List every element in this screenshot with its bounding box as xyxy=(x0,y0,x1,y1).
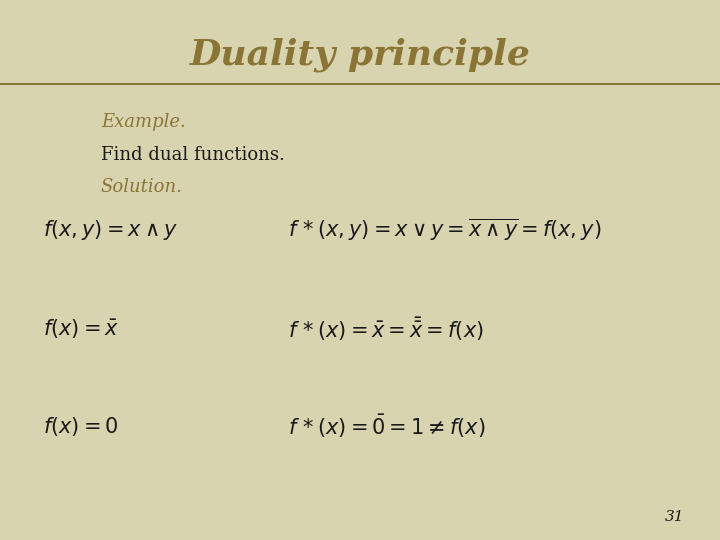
Text: $f(x) = 0$: $f(x) = 0$ xyxy=(43,415,119,438)
Text: 31: 31 xyxy=(665,510,684,524)
Text: Solution.: Solution. xyxy=(101,178,183,196)
Text: Duality principle: Duality principle xyxy=(189,38,531,72)
Text: $f(x, y) = x \wedge y$: $f(x, y) = x \wedge y$ xyxy=(43,218,179,241)
Text: $f\,*(x) = \bar{0} = 1 \neq f(x)$: $f\,*(x) = \bar{0} = 1 \neq f(x)$ xyxy=(288,413,485,440)
Text: Find dual functions.: Find dual functions. xyxy=(101,146,284,164)
Text: $f(x) = \bar{x}$: $f(x) = \bar{x}$ xyxy=(43,318,120,341)
Text: Example.: Example. xyxy=(101,113,186,131)
Text: $f\,*(x) = \bar{x} = \bar{\bar{x}} = f(x)$: $f\,*(x) = \bar{x} = \bar{\bar{x}} = f(x… xyxy=(288,316,484,343)
Text: $f\,*(x, y) = x \vee y = \overline{x \wedge y} = f(x, y)$: $f\,*(x, y) = x \vee y = \overline{x \we… xyxy=(288,217,601,242)
